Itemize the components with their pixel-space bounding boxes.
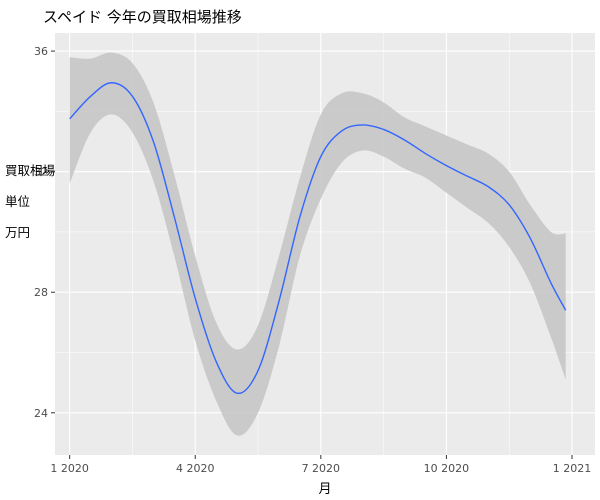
x-axis-title: 月 (318, 482, 331, 497)
y-tick-label: 24 (34, 407, 48, 420)
x-tick-label: 10 2020 (424, 462, 470, 475)
x-tick-label: 1 2020 (50, 462, 89, 475)
x-tick-label: 1 2021 (553, 462, 592, 475)
y-tick-label: 28 (34, 286, 48, 299)
x-tick-label: 4 2020 (176, 462, 215, 475)
trend-line (69, 82, 567, 394)
y-axis-title: 買取相場 単位 万円 (5, 163, 56, 240)
x-axis: 1 2020 4 2020 7 2020 10 2020 1 2021 (50, 455, 591, 475)
confidence-band (69, 52, 566, 436)
x-tick-label: 7 2020 (302, 462, 341, 475)
major-gridlines (55, 33, 595, 455)
y-tick-label: 32 (34, 166, 48, 179)
y-axis: 24 28 32 36 (34, 45, 55, 420)
y-tick-label: 36 (34, 45, 48, 58)
chart-title: スペイド 今年の買取相場推移 (43, 8, 242, 26)
